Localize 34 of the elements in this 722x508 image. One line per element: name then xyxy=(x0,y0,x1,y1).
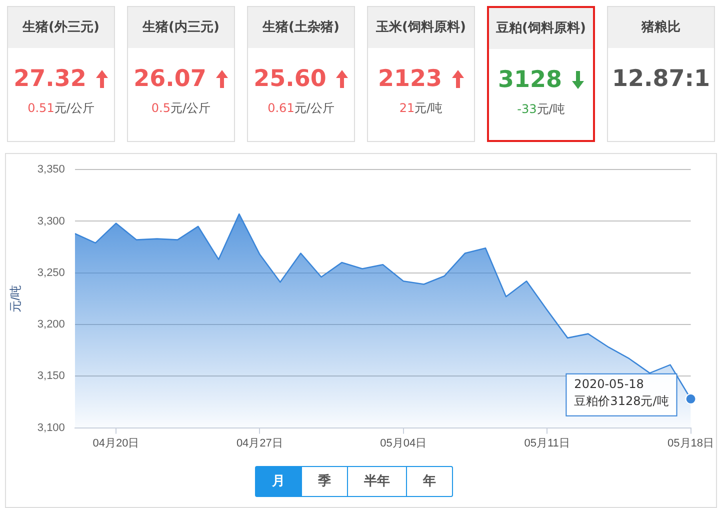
x-tick-label: 04月20日 xyxy=(92,437,140,450)
y-tick-label: 3,150 xyxy=(37,370,65,382)
y-tick-label: 3,300 xyxy=(37,215,65,228)
text: 2123 xyxy=(378,66,442,92)
y-axis-title: 元/吨 xyxy=(8,285,23,312)
text: 0.5元/公斤 xyxy=(151,101,211,115)
y-tick-label: 3,100 xyxy=(37,422,65,434)
category-label: 猪粮比 xyxy=(608,7,714,48)
category-label: 生猪(外三元) xyxy=(8,7,114,48)
text: 半年 xyxy=(347,467,406,496)
annotation: 2020-05-18 豆粕价3128元/吨 xyxy=(574,377,669,408)
category-label: 豆粕(饲料原料) xyxy=(489,8,593,49)
text: 21元/吨 xyxy=(399,101,443,115)
x-tick-label: 05月04日 xyxy=(380,437,427,450)
y-tick-label: 3,250 xyxy=(37,266,65,279)
text: 26.07 xyxy=(134,66,206,92)
text: 12.87:1 xyxy=(612,66,710,92)
category-label: 生猪(内三元) xyxy=(128,7,234,48)
text: -33元/吨 xyxy=(517,102,565,116)
text: 25.60 xyxy=(254,66,326,92)
text: 0.61元/公斤 xyxy=(268,101,334,115)
x-tick-label: 04月27日 xyxy=(236,437,283,450)
text: 3128 xyxy=(498,67,562,93)
y-tick-label: 3,200 xyxy=(37,318,65,331)
text: 月 xyxy=(256,467,301,496)
category-label: 生猪(土杂猪) xyxy=(248,7,354,48)
x-tick-label: 05月18日 xyxy=(668,437,714,450)
text: 0.51元/公斤 xyxy=(28,101,94,115)
y-tick-label: 3,350 xyxy=(37,164,65,176)
text: 年 xyxy=(406,467,452,496)
text: 季 xyxy=(301,467,347,496)
category-label: 玉米(饲料原料) xyxy=(368,7,474,48)
text: 27.32 xyxy=(14,66,86,92)
x-tick-label: 05月11日 xyxy=(524,437,570,450)
